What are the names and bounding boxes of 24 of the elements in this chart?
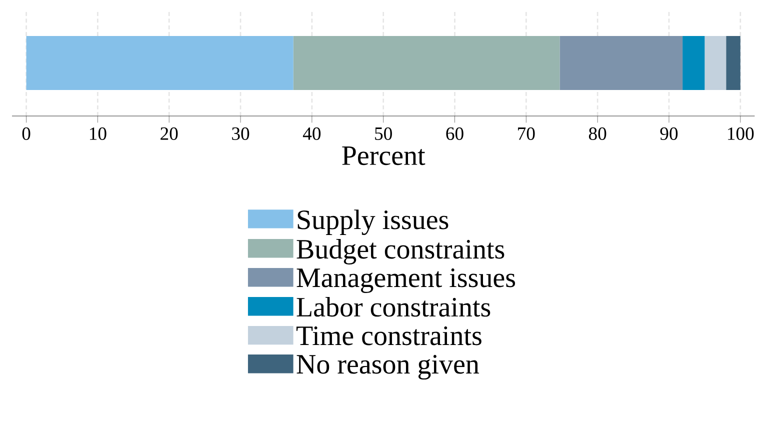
bar — [726, 36, 740, 90]
bar — [682, 36, 705, 90]
x-tick-label: 70 — [518, 127, 535, 140]
x-tick-label: 0 — [22, 127, 30, 140]
x-tick-label: 60 — [446, 127, 464, 140]
bar — [26, 36, 294, 90]
legend-label: Budget constraints — [296, 239, 504, 264]
x-tick-label: 50 — [375, 127, 392, 140]
x-tick-label: 80 — [588, 127, 606, 140]
x-tick-label: 30 — [232, 127, 250, 140]
legend-label: Labor constraints — [296, 296, 490, 317]
legend-label: Time constraints — [296, 326, 482, 346]
bar — [560, 36, 683, 90]
legend-label: No reason given — [296, 354, 480, 380]
bar — [293, 36, 560, 90]
bar — [704, 36, 726, 90]
legend-label: Supply issues — [298, 210, 448, 236]
x-tick-label: 20 — [160, 127, 178, 140]
legend-label: Management issues — [296, 268, 516, 294]
x-tick-label: 90 — [660, 127, 678, 140]
x-tick-label: 10 — [90, 127, 106, 140]
x-tick-label: 100 — [728, 127, 754, 140]
x-tick-label: 40 — [302, 127, 321, 140]
x-axis-title: Percent — [342, 146, 426, 166]
